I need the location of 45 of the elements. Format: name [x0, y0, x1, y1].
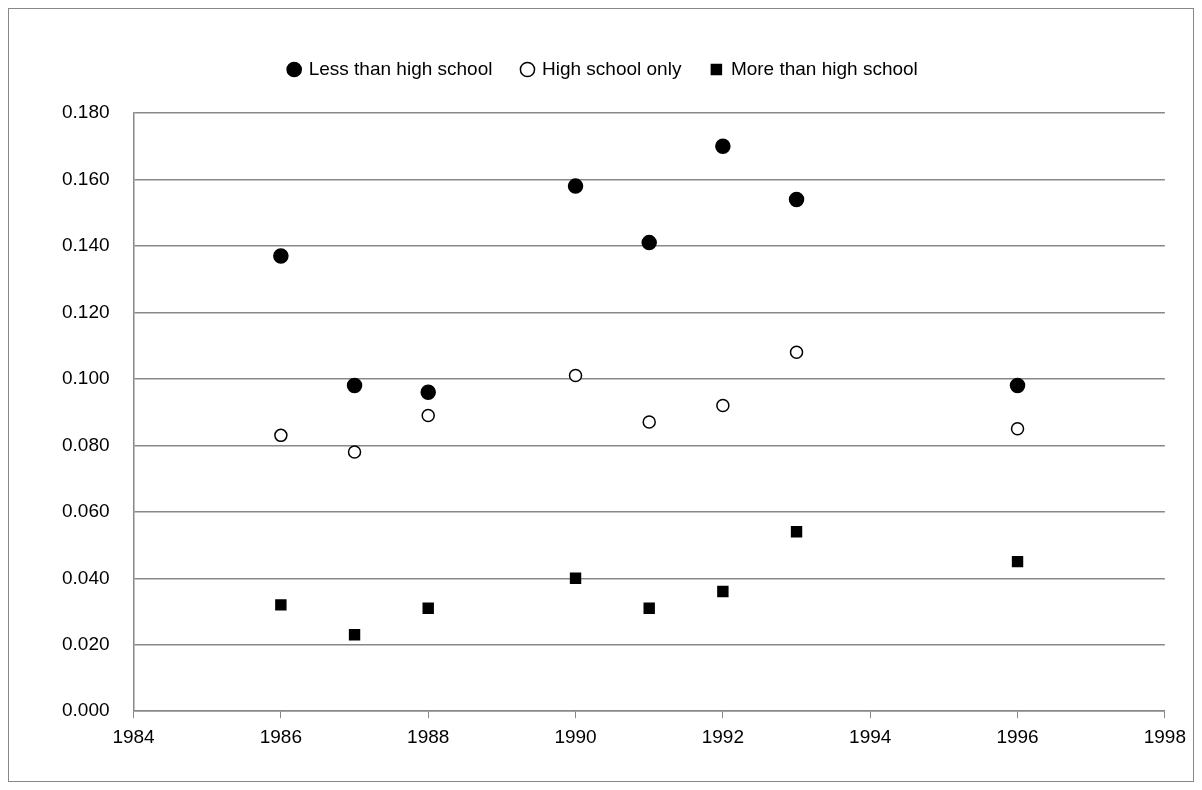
x-tick-label: 1996	[996, 725, 1039, 747]
point	[789, 345, 804, 360]
point	[716, 398, 730, 413]
y-tick-label: 0.140	[62, 234, 110, 256]
point	[347, 445, 362, 459]
y-tick-label: 0.060	[62, 500, 110, 522]
y-tick-label: 0.000	[62, 699, 110, 721]
x-tick-label: 1990	[554, 725, 597, 747]
point	[348, 629, 361, 641]
point	[346, 377, 363, 394]
point	[422, 602, 434, 614]
y-tick-label: 0.180	[62, 101, 110, 123]
point	[717, 585, 729, 598]
legend-label: More than high school	[730, 57, 918, 79]
point	[1009, 377, 1026, 394]
point	[641, 234, 657, 251]
x-tick-label: 1984	[112, 725, 156, 747]
point	[420, 384, 436, 400]
x-tick-label: 1994	[849, 725, 892, 747]
y-tick-label: 0.120	[62, 300, 110, 322]
point	[421, 408, 435, 423]
point	[642, 415, 656, 429]
y-tick-label: 0.020	[62, 632, 110, 654]
point	[790, 526, 803, 538]
legend-label: Less than high school	[308, 57, 493, 79]
point	[273, 248, 289, 264]
x-tick-label: 1986	[259, 725, 303, 747]
point	[274, 428, 288, 443]
x-tick-label: 1988	[407, 725, 450, 747]
point	[1011, 555, 1024, 568]
x-tick-label: 1992	[701, 725, 745, 747]
point	[569, 572, 582, 584]
y-tick-label: 0.040	[62, 566, 110, 588]
point	[715, 138, 731, 154]
y-tick-label: 0.100	[62, 367, 110, 389]
point	[1010, 421, 1025, 436]
y-tick-label: 0.080	[62, 433, 110, 455]
point	[567, 178, 584, 194]
legend-label: High school only	[541, 57, 682, 79]
point	[275, 599, 287, 611]
point	[788, 191, 805, 208]
y-tick-label: 0.160	[62, 167, 110, 189]
x-tick-label: 1998	[1143, 725, 1187, 747]
point	[643, 602, 655, 614]
point	[568, 368, 583, 383]
